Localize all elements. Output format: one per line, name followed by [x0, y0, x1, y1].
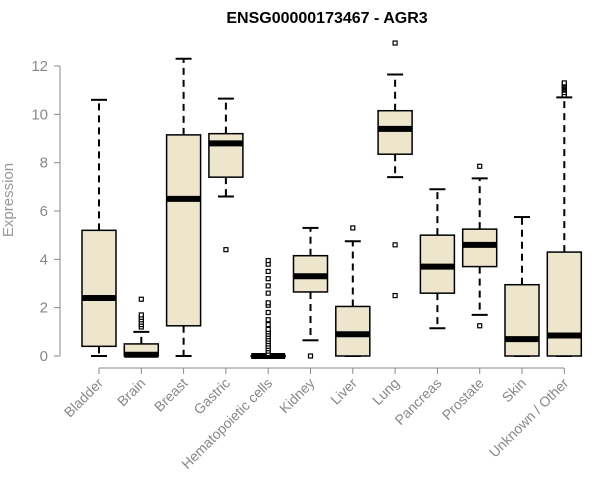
- y-tick-label: 0: [40, 348, 48, 365]
- outlier-point: [265, 300, 271, 306]
- box-liver: [335, 225, 371, 357]
- outlier-point: [265, 257, 271, 264]
- outlier-point: [265, 276, 271, 282]
- boxes-group: [81, 40, 583, 359]
- iqr-box: [208, 132, 244, 178]
- outlier-point: [265, 268, 271, 275]
- x-tick-label: Lung: [369, 375, 402, 408]
- x-tick-label: Liver: [327, 375, 360, 408]
- outlier-point: [138, 312, 144, 318]
- iqr-box: [81, 229, 117, 348]
- x-tick-label: Unknown / Other: [486, 375, 572, 461]
- y-tick-label: 8: [40, 155, 48, 172]
- outlier-point: [265, 326, 271, 333]
- box-lung: [377, 40, 413, 299]
- iqr-box: [546, 251, 583, 357]
- outlier-point: [265, 290, 271, 296]
- outlier-point: [392, 292, 398, 299]
- outlier-point: [265, 309, 271, 316]
- iqr-box: [461, 228, 498, 268]
- box-unknown-other: [546, 80, 583, 357]
- x-tick-label: Bladder: [61, 375, 107, 421]
- x-tick-label: Breast: [151, 375, 191, 415]
- outlier-point: [265, 283, 271, 289]
- x-tick-label: Skin: [499, 375, 530, 406]
- outlier-point: [392, 40, 398, 46]
- y-tick-label: 6: [40, 203, 48, 220]
- box-skin: [504, 216, 540, 357]
- iqr-box: [377, 109, 413, 155]
- box-hematopoietic-cells: [250, 257, 286, 359]
- box-breast: [165, 57, 202, 357]
- y-axis-title: Expression: [0, 163, 17, 237]
- chart-title: ENSG00000173467 - AGR3: [226, 10, 427, 27]
- outlier-point: [265, 321, 271, 328]
- box-prostate: [461, 163, 498, 329]
- x-tick-label: Pancreas: [391, 375, 444, 428]
- box-gastric: [208, 97, 244, 253]
- outlier-point: [350, 225, 356, 231]
- x-tick-label: Brain: [114, 375, 148, 409]
- outlier-point: [561, 80, 567, 86]
- iqr-box: [335, 305, 371, 357]
- x-tick-label: Kidney: [276, 375, 318, 417]
- iqr-box: [165, 134, 202, 327]
- outlier-point: [138, 296, 144, 302]
- outlier-point: [392, 242, 398, 248]
- outlier-point: [477, 323, 483, 329]
- outlier-point: [307, 353, 314, 359]
- box-brain: [123, 296, 160, 358]
- y-tick-label: 4: [40, 251, 48, 268]
- outlier-point: [477, 163, 483, 169]
- outlier-point: [265, 317, 271, 323]
- box-pancreas: [419, 188, 456, 330]
- y-tick-label: 2: [40, 300, 48, 317]
- x-tick-label: Prostate: [439, 375, 487, 423]
- box-bladder: [81, 98, 117, 357]
- outlier-point: [223, 247, 229, 253]
- y-tick-label: 10: [31, 106, 48, 123]
- box-kidney: [292, 226, 329, 359]
- y-axis: 0 2 4 6 8 10 12: [31, 58, 61, 365]
- y-tick-label: 12: [31, 58, 48, 75]
- iqr-box: [504, 283, 540, 357]
